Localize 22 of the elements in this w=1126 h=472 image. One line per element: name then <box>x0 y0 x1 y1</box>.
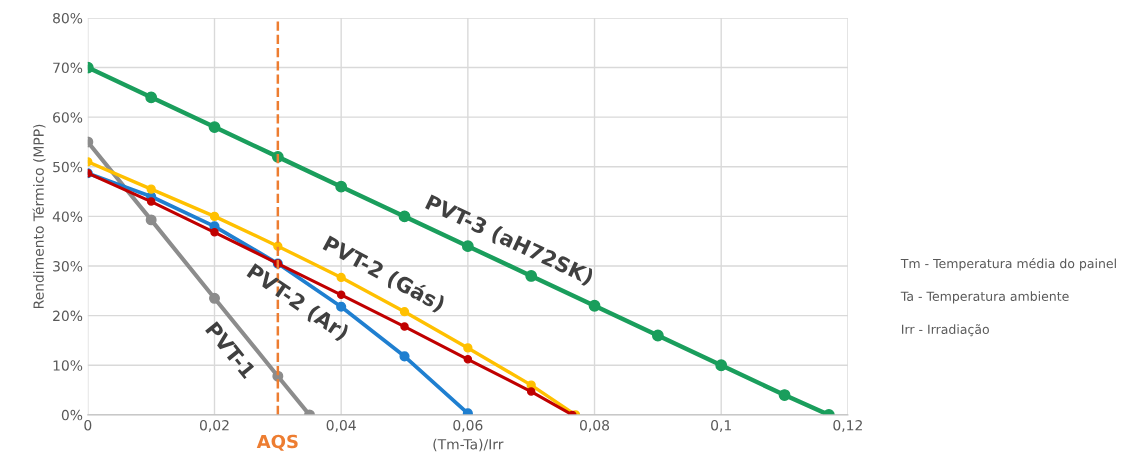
y-tick-label: 50% <box>53 161 83 173</box>
text: Tm - Temperatura média do painel <box>900 258 1116 271</box>
y-tick-label: 70% <box>53 62 83 74</box>
y-tick-label: 0% <box>61 409 83 421</box>
y-tick-label: 20% <box>53 310 83 322</box>
x-tick-label: 0,1 <box>711 419 731 432</box>
y-tick-label: 10% <box>53 360 83 371</box>
text: Ta - Temperatura ambiente <box>900 291 1069 304</box>
text: Irr - Irradiação <box>902 324 989 337</box>
y-tick-label: 80% <box>53 12 83 24</box>
y-tick-label: 30% <box>53 261 83 272</box>
x-tick-label: 0,08 <box>579 419 610 432</box>
x-axis-title: (Tm-Ta)/Irr <box>433 438 504 452</box>
x-tick-label: 0 <box>84 419 92 431</box>
x-tick-label: 0,04 <box>326 419 356 432</box>
x-tick-label: 0,02 <box>199 419 229 432</box>
ref-line-label: AQS <box>256 434 298 451</box>
y-tick-label: 40% <box>52 211 83 222</box>
y-axis-title: Rendimento Térmico (MPP) <box>32 124 46 309</box>
y-tick-label: 60% <box>53 112 83 123</box>
x-tick-label: 0,06 <box>453 419 483 432</box>
x-tick-label: 0,12 <box>833 419 862 432</box>
